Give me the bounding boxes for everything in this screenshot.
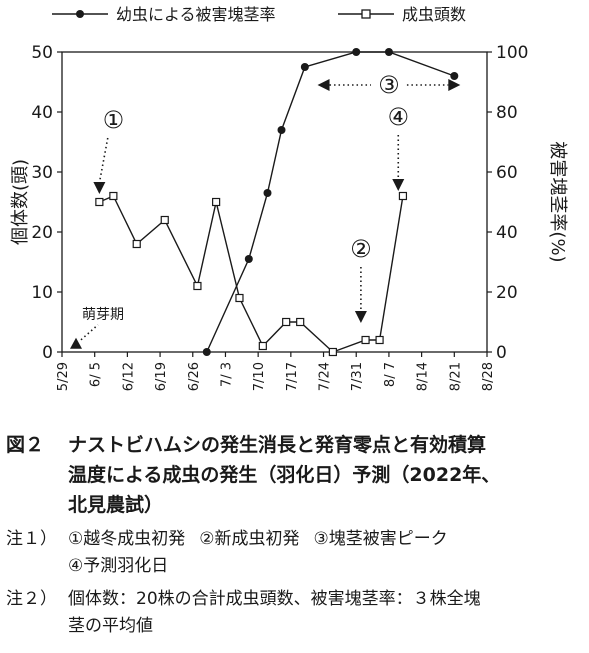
series-damage-rate — [202, 48, 459, 356]
legend-marker-adults — [361, 9, 371, 19]
y-right-tick-label: 60 — [496, 163, 518, 183]
y-right-tick-label: 80 — [496, 103, 518, 123]
data-point — [375, 335, 384, 345]
annotation-1: ① — [93, 106, 124, 194]
x-tick-label: 8/28 — [481, 362, 496, 391]
annotation-4-head — [392, 179, 405, 191]
x-tick-label: 8/ 7 — [383, 362, 398, 387]
data-point — [109, 191, 118, 201]
legend-entry-damage: 幼虫による被害塊茎率 — [116, 5, 276, 24]
y-left-tick-label: 0 — [42, 343, 53, 363]
y-left-axis-label: 個体数(頭) — [10, 159, 31, 245]
x-tick-label: 6/ 5 — [89, 362, 104, 387]
annotation-1-head — [93, 182, 106, 194]
chart: 0 10 20 30 40 50 0 20 40 60 80 100 5/29 6/ 5 6/12 6/19 6… — [10, 5, 568, 391]
note-1: 注１） ①越冬成虫初発 ②新成虫初発 ③塊茎被害ピーク ④予測羽化日 — [6, 526, 584, 580]
note-2: 注２） 個体数：20株の合計成虫頭数、被害塊茎率：３株全塊 茎の平均値 — [6, 586, 584, 640]
y-left-tick-label: 30 — [31, 163, 53, 183]
x-tick-label: 7/17 — [285, 362, 300, 391]
x-tick-label: 8/21 — [448, 362, 463, 391]
figure-title-line: ナストビハムシの発生消長と発育零点と有効積算 — [68, 434, 487, 456]
annotation-4-label: ④ — [388, 103, 410, 131]
x-tick-label: 5/29 — [56, 362, 71, 391]
data-point — [296, 317, 305, 327]
series-line — [206, 51, 455, 353]
x-tick-label: 6/26 — [187, 362, 202, 391]
plot-frame — [61, 51, 488, 353]
y-right-tick-label: 40 — [496, 223, 518, 243]
y-left-tick-label: 20 — [31, 223, 53, 243]
annotation-4: ④ — [388, 103, 410, 191]
legend-marker-damage — [76, 10, 84, 18]
data-point — [282, 317, 291, 327]
note-1-item: ①越冬成虫初発 — [68, 529, 186, 549]
legend-entry-adults: 成虫頭数 — [402, 5, 466, 24]
annotation-3: ③ — [317, 71, 461, 99]
data-point — [263, 189, 272, 197]
data-point — [398, 191, 408, 201]
annotation-3-label: ③ — [378, 71, 400, 99]
data-point — [277, 126, 286, 134]
note-2-line: 茎の平均値 — [68, 616, 153, 636]
y-right-tick-label: 20 — [496, 283, 518, 303]
data-point — [160, 215, 169, 225]
annotation-3-head-right — [448, 79, 461, 91]
y-left-tick-label: 40 — [31, 103, 53, 123]
x-tick-label: 7/ 3 — [219, 362, 234, 387]
y-left-tick-label: 10 — [31, 283, 53, 303]
note-1-item: ④予測羽化日 — [68, 556, 169, 576]
data-point — [258, 341, 267, 351]
data-point — [95, 197, 104, 207]
figure-title-line: 北見農試） — [68, 494, 164, 516]
annotation-1-line — [98, 137, 109, 184]
series-line — [99, 195, 404, 353]
note-2-line: 個体数：20株の合計成虫頭数、被害塊茎率：３株全塊 — [68, 589, 481, 609]
annotation-2-head — [354, 311, 367, 323]
data-point — [235, 293, 244, 303]
annotation-2-label: ② — [350, 235, 372, 263]
data-point — [193, 281, 202, 291]
sprouting-label: 萌芽期 — [82, 307, 124, 323]
y-left-tick-label: 50 — [31, 43, 53, 63]
data-point — [212, 197, 221, 207]
data-point — [244, 255, 253, 263]
annotation-1-label: ① — [103, 106, 125, 134]
x-tick-label: 6/19 — [154, 362, 169, 391]
data-point — [300, 63, 309, 71]
y-right-tick-label: 100 — [496, 43, 528, 63]
data-point — [384, 48, 393, 56]
x-tick-label: 7/31 — [350, 362, 365, 391]
sprouting-marker — [70, 337, 83, 349]
x-tick-label: 7/24 — [318, 362, 333, 391]
y-right-tick-label: 0 — [496, 343, 507, 363]
note-1-item: ③塊茎被害ピーク — [313, 529, 448, 549]
annotation-sprouting: 萌芽期 — [70, 307, 124, 349]
caption: 図２ ナストビハムシの発生消長と発育零点と有効積算 温度による成虫の発生（羽化日… — [6, 430, 584, 640]
y-right-axis-label: 被害塊茎率(%) — [547, 141, 568, 262]
figure-label: 図２ — [6, 434, 45, 456]
x-tick-label: 8/14 — [416, 362, 431, 391]
x-tick-label: 7/10 — [252, 362, 267, 391]
note-2-label: 注２） — [6, 589, 57, 609]
note-1-item: ②新成虫初発 — [199, 529, 300, 549]
data-point — [328, 347, 337, 357]
data-point — [361, 335, 370, 345]
note-1-label: 注１） — [6, 529, 57, 549]
annotation-3-head-left — [317, 79, 330, 91]
data-point — [450, 72, 459, 80]
x-tick-label: 6/12 — [121, 362, 136, 391]
data-point — [132, 239, 141, 249]
annotation-2: ② — [350, 235, 372, 323]
series-adult-count — [95, 191, 408, 357]
sprouting-line — [80, 324, 99, 341]
legend: 幼虫による被害塊茎率 成虫頭数 — [52, 5, 466, 24]
figure-title: 図２ ナストビハムシの発生消長と発育零点と有効積算 温度による成虫の発生（羽化日… — [6, 430, 584, 520]
data-point — [202, 348, 211, 356]
figure-title-line: 温度による成虫の発生（羽化日）予測（2022年、 — [68, 464, 501, 486]
data-point — [352, 48, 361, 56]
